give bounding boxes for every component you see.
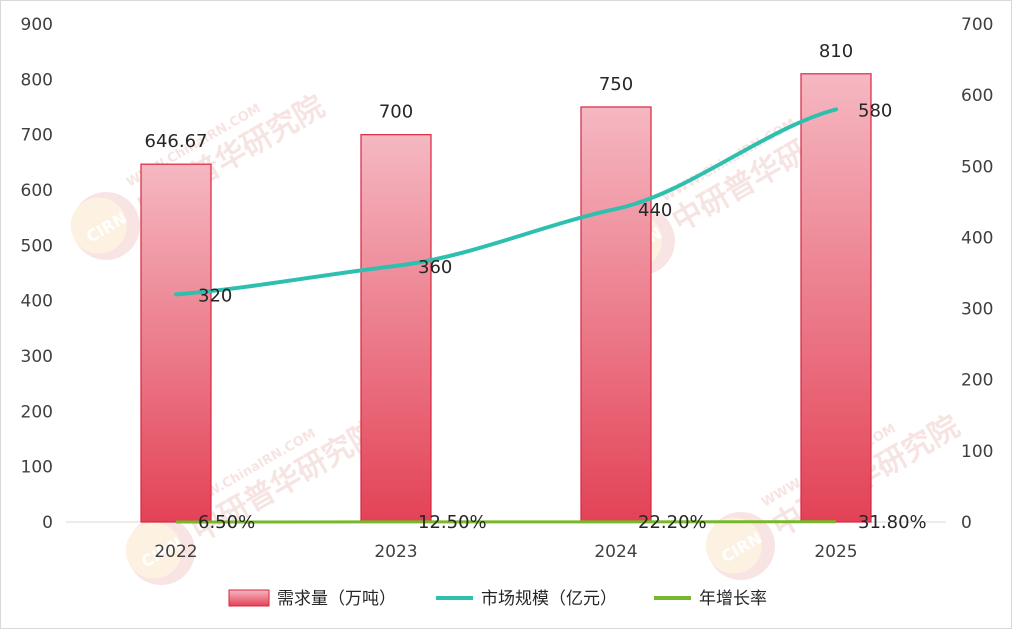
legend-item-growth-rate: 年增长率 — [654, 589, 767, 609]
y-axis-tick-label: 800 — [21, 70, 53, 90]
growth-rate-data-label: 12.50% — [418, 512, 487, 533]
y-axis-tick-label: 100 — [21, 458, 53, 478]
y2-axis-tick-label: 600 — [961, 86, 993, 106]
growth-rate-data-label: 31.80% — [858, 512, 927, 533]
bar — [141, 164, 211, 522]
bar-data-label: 700 — [379, 102, 413, 123]
y-axis-tick-label: 400 — [21, 292, 53, 312]
y-axis-tick-label: 200 — [21, 402, 53, 422]
y-axis-tick-label: 900 — [21, 15, 53, 35]
bar — [361, 135, 431, 522]
legend-label: 市场规模（亿元） — [481, 589, 617, 609]
bar-data-label: 750 — [599, 74, 633, 95]
market-size-data-label: 440 — [638, 200, 672, 221]
growth-rate-data-label: 22.20% — [638, 512, 707, 533]
y-axis-tick-label: 600 — [21, 181, 53, 201]
bar — [581, 107, 651, 522]
x-axis-tick-label: 2022 — [154, 542, 197, 562]
y-axis-tick-label: 0 — [42, 513, 53, 533]
market-size-data-label: 360 — [418, 257, 452, 278]
bar-data-label: 646.67 — [145, 131, 208, 152]
market-size-data-label: 580 — [858, 100, 892, 121]
y2-axis-tick-label: 500 — [961, 157, 993, 177]
growth-rate-data-label: 6.50% — [198, 512, 255, 533]
y-axis-tick-label: 500 — [21, 236, 53, 256]
legend-label: 年增长率 — [699, 589, 767, 609]
y-axis-tick-label: 300 — [21, 347, 53, 367]
y2-axis-tick-label: 700 — [961, 15, 993, 35]
y2-axis-tick-label: 0 — [961, 513, 972, 533]
y2-axis-tick-label: 300 — [961, 300, 993, 320]
y2-axis-tick-label: 400 — [961, 228, 993, 248]
x-axis-tick-label: 2024 — [594, 542, 637, 562]
x-axis-tick-label: 2025 — [814, 542, 857, 562]
y2-axis-tick-label: 200 — [961, 371, 993, 391]
bar — [801, 74, 871, 522]
market-size-data-label: 320 — [198, 285, 232, 306]
legend-item-demand: 需求量（万吨） — [229, 589, 396, 609]
bar-data-label: 810 — [819, 41, 853, 62]
y-axis-tick-label: 700 — [21, 126, 53, 146]
legend-swatch-bar — [229, 590, 269, 606]
legend: 需求量（万吨） 市场规模（亿元） 年增长率 — [229, 589, 767, 609]
legend-label: 需求量（万吨） — [277, 589, 396, 609]
x-axis-tick-label: 2023 — [374, 542, 417, 562]
legend-item-market-size: 市场规模（亿元） — [436, 589, 617, 609]
y2-axis-tick-label: 100 — [961, 442, 993, 462]
